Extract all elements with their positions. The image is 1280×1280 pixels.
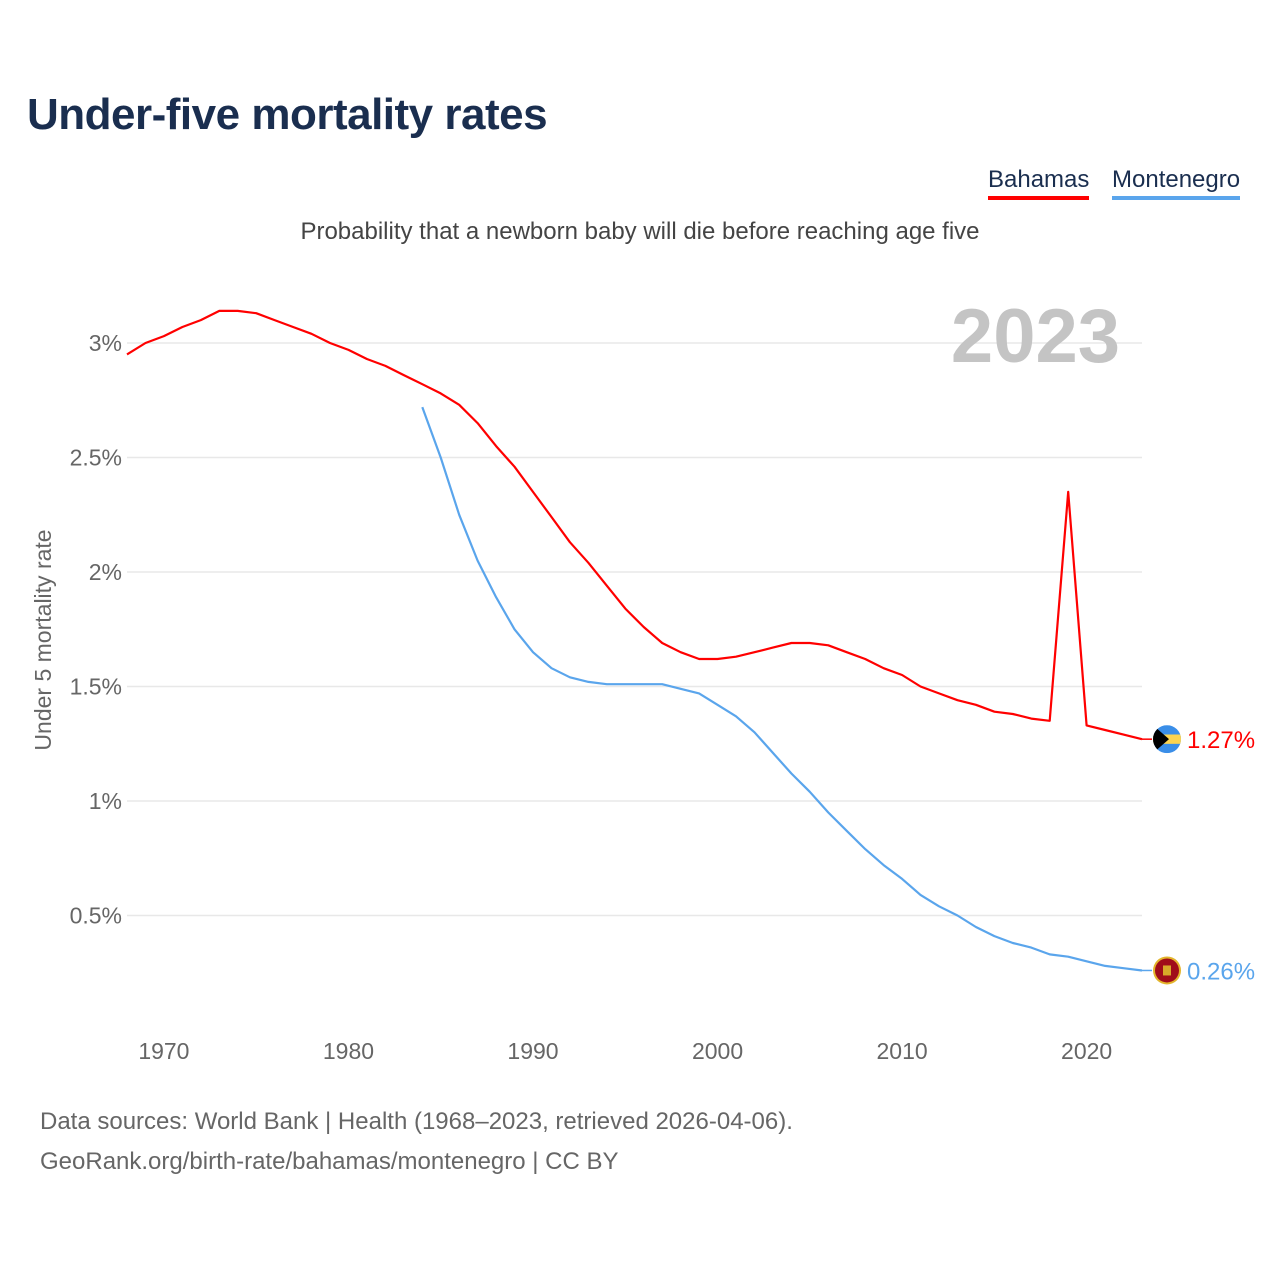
y-tick-label: 3% — [89, 330, 122, 356]
x-tick-label: 1970 — [138, 1038, 189, 1064]
source-link[interactable]: GeoRank.org/birth-rate/bahamas/montenegr… — [40, 1148, 619, 1175]
y-tick-label: 1.5% — [70, 674, 122, 700]
x-tick-label: 2000 — [692, 1038, 743, 1064]
end-value-label: 0.26% — [1187, 958, 1255, 985]
x-tick-label: 2020 — [1061, 1038, 1112, 1064]
x-tick-label: 1980 — [323, 1038, 374, 1064]
year-label: 2023 — [951, 294, 1120, 379]
source-text: Data sources: World Bank | Health (1968–… — [40, 1108, 793, 1135]
y-tick-label: 0.5% — [70, 903, 122, 929]
x-tick-label: 1990 — [507, 1038, 558, 1064]
chart-subtitle: Probability that a newborn baby will die… — [300, 218, 980, 245]
x-tick-label: 2010 — [877, 1038, 928, 1064]
series-line-montenegro — [421, 406, 1143, 972]
y-tick-label: 2.5% — [70, 445, 122, 471]
end-value-label: 1.27% — [1187, 727, 1255, 754]
y-tick-label: 2% — [89, 559, 122, 585]
series-line-bahamas — [126, 309, 1143, 741]
legend-item-montenegro[interactable]: Montenegro — [1112, 166, 1241, 200]
legend-item-bahamas[interactable]: Bahamas — [988, 166, 1090, 200]
y-axis-label: Under 5 mortality rate — [30, 529, 56, 750]
chart-title: Under-five mortality rates — [27, 90, 548, 139]
flag-icon-montenegro — [1142, 956, 1181, 985]
flag-icon-bahamas — [1142, 725, 1181, 754]
y-tick-label: 1% — [89, 788, 122, 814]
